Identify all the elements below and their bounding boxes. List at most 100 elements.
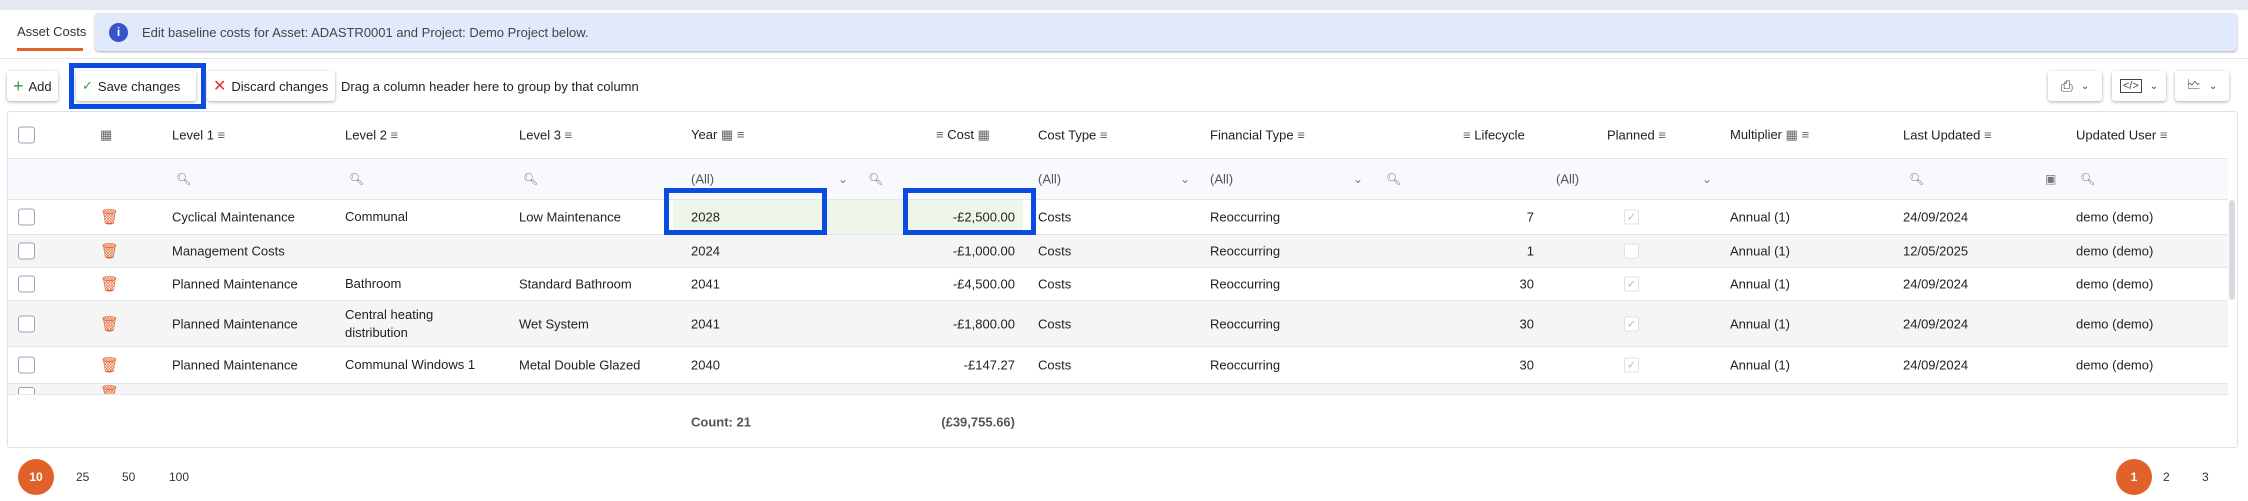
search-icon[interactable]: 🔍︎ (2080, 172, 2096, 186)
search-icon[interactable]: 🔍︎ (1386, 172, 1402, 186)
discard-changes-button[interactable]: ✕ Discard changes (207, 71, 335, 101)
planned-filter-select[interactable]: (All) (1556, 171, 1580, 187)
header-cost[interactable]: ≡ Cost ▦ (936, 127, 990, 142)
last-updated-cell: 12/05/2025 (1903, 243, 1969, 259)
chevron-down-icon[interactable]: ⌄ (1180, 172, 1191, 186)
header-financial-type[interactable]: Financial Type ≡ (1210, 127, 1305, 143)
export-code-icon: </> (2119, 79, 2142, 93)
header-last-updated[interactable]: Last Updated ≡ (1903, 127, 1992, 143)
save-changes-button[interactable]: ✓ Save changes (76, 71, 196, 101)
row-checkbox[interactable] (18, 356, 35, 374)
level2-cell: Bathroom (345, 276, 402, 291)
cost-cell: -£2,500.00 (952, 209, 1015, 225)
header-planned[interactable]: Planned ≡ (1607, 127, 1666, 143)
tab-asset-costs[interactable]: Asset Costs (17, 24, 87, 39)
export-code-button[interactable]: </> ⌄ (2112, 71, 2166, 101)
multiplier-cell: Annual (1) (1730, 243, 1790, 259)
cost-type-cell: Costs (1038, 316, 1072, 331)
search-icon[interactable]: 🔍︎ (868, 172, 884, 186)
cost-cell: -£147.27 (963, 357, 1015, 373)
planned-checkbox[interactable]: ✓ (1624, 209, 1639, 225)
search-icon[interactable]: 🔍︎ (349, 172, 365, 186)
header-cost-type[interactable]: Cost Type ≡ (1038, 127, 1108, 143)
filter-icon: ≡ (1801, 127, 1810, 142)
trash-icon[interactable]: 🗑︎ (100, 276, 120, 293)
page-1[interactable]: 1 (2116, 459, 2152, 495)
level1-cell: Planned Maintenance (172, 276, 298, 292)
cost-type-cell: Costs (1038, 209, 1072, 225)
footer-row: Count: 21 (£39,755.66) (8, 395, 2228, 447)
search-icon[interactable]: 🔍︎ (523, 172, 539, 186)
cost-type-cell: Costs (1038, 243, 1072, 259)
header-level2[interactable]: Level 2 ≡ (345, 127, 399, 143)
filter-icon: ≡ (736, 127, 745, 142)
cost-cell: -£1,000.00 (952, 243, 1015, 259)
search-icon[interactable]: 🔍︎ (1909, 172, 1925, 186)
row-checkbox[interactable] (18, 208, 35, 226)
header-level3[interactable]: Level 3 ≡ (519, 127, 573, 143)
search-icon[interactable]: 🔍︎ (176, 172, 192, 186)
add-button[interactable]: + Add (7, 71, 58, 101)
edited-cell-bg (918, 200, 1023, 234)
trash-icon[interactable]: 🗑︎ (100, 315, 120, 333)
row-checkbox[interactable] (18, 315, 35, 332)
last-updated-cell: 24/09/2024 (1903, 357, 1969, 373)
column-chooser-icon[interactable]: ▦ (100, 127, 113, 142)
header-updated-user[interactable]: Updated User ≡ (2076, 127, 2168, 143)
trash-icon[interactable]: 🗑︎ (100, 243, 120, 260)
planned-checkbox[interactable]: ✓ (1624, 357, 1639, 373)
page-size-25[interactable]: 25 (76, 470, 90, 484)
filter-icon: ≡ (1983, 127, 1992, 143)
cost-total: (£39,755.66) (941, 414, 1015, 429)
financial-type-cell: Reoccurring (1210, 243, 1281, 259)
edited-cell-bg (673, 200, 918, 234)
level3-cell: Wet System (519, 316, 589, 331)
row-checkbox[interactable] (18, 242, 35, 260)
lifecycle-cell: 7 (1526, 209, 1534, 225)
page-size-50[interactable]: 50 (122, 470, 136, 484)
print-button[interactable]: ⎙ ⌄ (2048, 71, 2102, 101)
plus-icon: + (13, 75, 24, 96)
planned-checkbox[interactable]: ✓ (1624, 276, 1639, 292)
year-cell: 2028 (691, 209, 720, 225)
level2-cell: Communal Windows 1 (345, 357, 476, 372)
table-row: 🗑︎ Planned Maintenance Central heating dis… (8, 301, 2228, 347)
row-checkbox[interactable] (18, 275, 35, 293)
level1-cell: Management Costs (172, 243, 285, 259)
updated-user-cell: demo (demo) (2076, 357, 2154, 373)
financial-type-filter-select[interactable]: (All) (1210, 171, 1234, 187)
trash-icon[interactable]: 🗑︎ (100, 209, 120, 226)
trash-icon[interactable]: 🗑︎ (100, 357, 120, 374)
header-year[interactable]: Year ▦ ≡ (691, 127, 745, 142)
edit-column-icon: ▦ (977, 127, 990, 142)
table-row: 🗑︎ Management Costs 2024 -£1,000.00 Costs Reo… (8, 235, 2228, 268)
info-icon: i (109, 22, 128, 42)
table-row: 🗑︎ Planned Maintenance Communal Windows 1 M… (8, 347, 2228, 384)
row-checkbox[interactable] (18, 387, 35, 394)
chevron-down-icon[interactable]: ⌄ (1353, 172, 1364, 186)
header-lifecycle[interactable]: ≡ Lifecycle (1463, 127, 1525, 143)
save-highlight-box (69, 63, 206, 109)
header-multiplier[interactable]: Multiplier ▦ ≡ (1730, 127, 1810, 142)
multiplier-cell: Annual (1) (1730, 276, 1790, 292)
header-level1[interactable]: Level 1 ≡ (172, 127, 226, 143)
count-summary: Count: 21 (691, 414, 751, 429)
year-filter-select[interactable]: (All) (691, 171, 715, 187)
trash-icon[interactable]: 🗑︎ (100, 385, 120, 395)
cost-type-filter-select[interactable]: (All) (1038, 171, 1062, 187)
page-2[interactable]: 2 (2163, 470, 2170, 484)
calendar-icon[interactable]: ▣ (2045, 172, 2057, 186)
export-chart-button[interactable]: 🗠 ⌄ (2175, 71, 2229, 101)
vertical-scrollbar[interactable] (2229, 200, 2235, 300)
chevron-down-icon[interactable]: ⌄ (838, 172, 849, 186)
chevron-down-icon[interactable]: ⌄ (1702, 172, 1713, 186)
page-size-100[interactable]: 100 (169, 470, 190, 484)
print-icon: ⎙ (2060, 77, 2073, 95)
select-all-checkbox[interactable] (18, 126, 35, 144)
page-size-10[interactable]: 10 (18, 459, 54, 495)
planned-checkbox[interactable]: ✓ (1624, 316, 1639, 331)
page-3[interactable]: 3 (2202, 470, 2209, 484)
filter-icon: ≡ (936, 127, 944, 142)
updated-user-cell: demo (demo) (2076, 243, 2154, 259)
planned-checkbox[interactable] (1624, 243, 1639, 259)
